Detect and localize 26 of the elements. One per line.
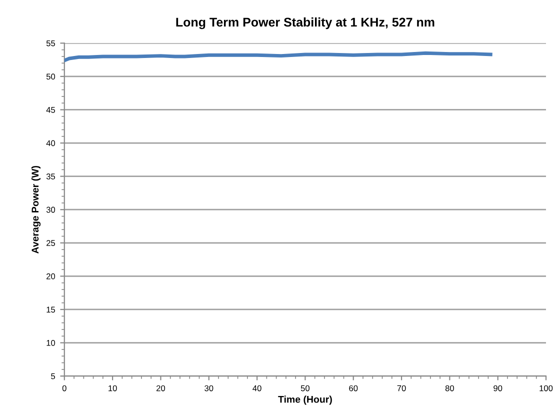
x-tick-label: 60: [349, 385, 358, 392]
x-axis-title: Time (Hour): [278, 396, 332, 405]
x-tick-label: 90: [494, 385, 502, 392]
x-tick-label: 100: [540, 385, 553, 392]
y-tick-label: 35: [46, 174, 56, 180]
y-tick-label: 25: [46, 240, 56, 246]
x-tick-label: 70: [397, 385, 406, 392]
y-tick-label: 55: [46, 40, 56, 46]
y-tick-label: 5: [51, 373, 56, 380]
y-tick-label: 30: [46, 206, 56, 213]
x-tick-label: 80: [445, 385, 454, 392]
x-tick-label: 50: [300, 385, 310, 392]
y-tick-label: 15: [46, 306, 56, 313]
y-tick-label: 40: [46, 140, 56, 146]
y-axis-title: Average Power (W): [31, 166, 41, 254]
y-tick-label: 10: [46, 340, 56, 346]
x-tick-label: 0: [62, 385, 66, 392]
y-tick-label: 20: [46, 273, 56, 280]
x-tick-label: 30: [204, 385, 214, 392]
line-series: [64, 51, 492, 62]
x-tick-label: 20: [156, 385, 166, 392]
x-tick-label: 40: [252, 385, 262, 392]
x-tick-label: 10: [108, 385, 117, 392]
y-tick-label: 50: [46, 74, 56, 80]
y-tick-label: 45: [46, 107, 56, 113]
chart-title: Long Term Power Stability at 1 KHz, 527 nm: [176, 17, 434, 30]
